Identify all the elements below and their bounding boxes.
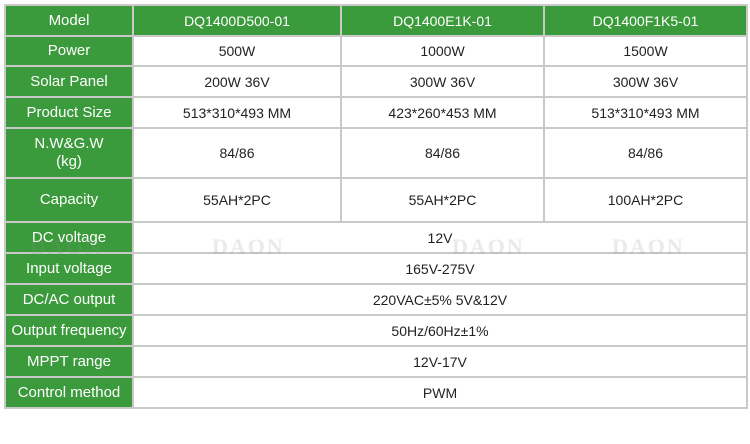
cell-dc-ac-output: 220VAC±5% 5V&12V <box>132 283 748 316</box>
cell-input-voltage: 165V-275V <box>132 252 748 285</box>
row-label-weight: N.W&G.W (kg) <box>4 127 134 179</box>
cell-size-1: 513*310*493 MM <box>132 96 342 129</box>
row-mppt-range: MPPT range 12V-17V <box>4 345 748 378</box>
row-label-capacity: Capacity <box>4 177 134 223</box>
cell-capacity-3: 100AH*2PC <box>543 177 748 223</box>
cell-weight-3: 84/86 <box>543 127 748 179</box>
spec-table: Model DQ1400D500-01 DQ1400E1K-01 DQ1400F… <box>4 4 748 409</box>
row-label-input-voltage: Input voltage <box>4 252 134 285</box>
cell-weight-2: 84/86 <box>340 127 545 179</box>
row-label-output-frequency: Output frequency <box>4 314 134 347</box>
cell-solar-2: 300W 36V <box>340 65 545 98</box>
row-dc-voltage: DC voltage 12V <box>4 221 748 254</box>
cell-size-3: 513*310*493 MM <box>543 96 748 129</box>
row-output-frequency: Output frequency 50Hz/60Hz±1% <box>4 314 748 347</box>
cell-solar-3: 300W 36V <box>543 65 748 98</box>
cell-power-1: 500W <box>132 35 342 67</box>
cell-output-frequency: 50Hz/60Hz±1% <box>132 314 748 347</box>
header-model-2: DQ1400E1K-01 <box>340 4 545 37</box>
row-label-product-size: Product Size <box>4 96 134 129</box>
header-row: Model DQ1400D500-01 DQ1400E1K-01 DQ1400F… <box>4 4 748 37</box>
cell-capacity-2: 55AH*2PC <box>340 177 545 223</box>
row-label-dc-voltage: DC voltage <box>4 221 134 254</box>
row-label-weight-line1: N.W&G.W <box>34 135 104 152</box>
row-weight: N.W&G.W (kg) 84/86 84/86 84/86 <box>4 127 748 179</box>
header-model-3: DQ1400F1K5-01 <box>543 4 748 37</box>
cell-solar-1: 200W 36V <box>132 65 342 98</box>
row-label-mppt-range: MPPT range <box>4 345 134 378</box>
cell-power-3: 1500W <box>543 35 748 67</box>
cell-mppt-range: 12V-17V <box>132 345 748 378</box>
row-label-solar-panel: Solar Panel <box>4 65 134 98</box>
cell-control-method: PWM <box>132 376 748 409</box>
cell-dc-voltage: 12V <box>132 221 748 254</box>
header-label-model: Model <box>4 4 134 37</box>
cell-weight-1: 84/86 <box>132 127 342 179</box>
header-model-1: DQ1400D500-01 <box>132 4 342 37</box>
row-label-control-method: Control method <box>4 376 134 409</box>
row-control-method: Control method PWM <box>4 376 748 409</box>
row-capacity: Capacity 55AH*2PC 55AH*2PC 100AH*2PC <box>4 177 748 223</box>
cell-size-2: 423*260*453 MM <box>340 96 545 129</box>
row-product-size: Product Size 513*310*493 MM 423*260*453 … <box>4 96 748 129</box>
cell-power-2: 1000W <box>340 35 545 67</box>
row-input-voltage: Input voltage 165V-275V <box>4 252 748 285</box>
row-label-power: Power <box>4 35 134 67</box>
row-label-dc-ac-output: DC/AC output <box>4 283 134 316</box>
row-dc-ac-output: DC/AC output 220VAC±5% 5V&12V <box>4 283 748 316</box>
row-power: Power 500W 1000W 1500W <box>4 35 748 67</box>
cell-capacity-1: 55AH*2PC <box>132 177 342 223</box>
row-label-weight-line2: (kg) <box>56 153 82 170</box>
row-solar-panel: Solar Panel 200W 36V 300W 36V 300W 36V <box>4 65 748 98</box>
